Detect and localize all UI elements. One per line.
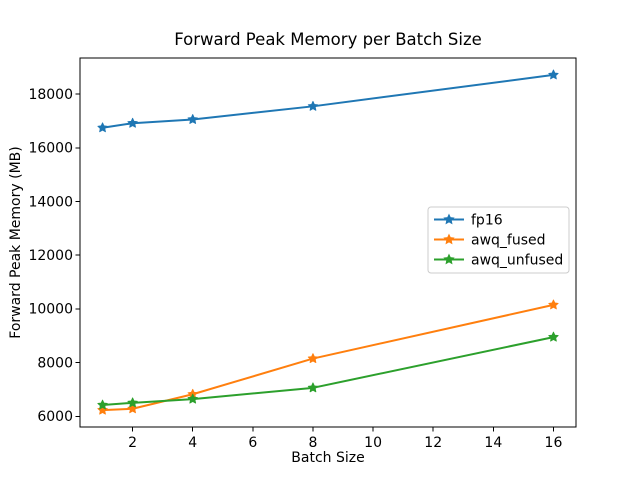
legend-label-awq_unfused: awq_unfused [471,252,563,268]
marker-fp16 [97,122,108,133]
marker-fp16 [548,69,559,80]
marker-awq_fused [548,299,559,310]
y-tick-label: 14000 [28,194,73,210]
marker-awq_fused [97,404,108,415]
x-tick-label: 4 [188,435,197,451]
marker-awq_unfused [307,382,319,393]
y-tick-label: 12000 [28,248,73,264]
x-tick-label: 6 [248,435,257,451]
marker-awq_unfused [548,331,559,342]
marker-fp16 [187,114,198,124]
plot-area: 2 4 6 8 10 12 14 16 6000 8000 10000 12000 14000 16000… [28,57,577,451]
chart-title: Forward Peak Memory per Batch Size [174,30,482,49]
marker-awq_unfused [127,397,138,408]
marker-fp16 [307,100,319,111]
legend-marker-fp16 [443,213,455,225]
legend-marker-awq_fused [443,233,455,245]
y-tick-label: 8000 [37,355,73,371]
marker-awq_unfused [187,393,198,404]
series-line-awq_unfused [101,336,555,406]
x-tick-label: 14 [484,435,502,451]
x-tick-label: 12 [424,435,442,451]
x-axis-label: Batch Size [291,450,364,466]
legend-box [427,206,570,274]
x-tick-label: 2 [128,435,137,451]
y-axis-label: Forward Peak Memory (MB) [8,146,24,338]
x-tick-label: 10 [364,435,382,451]
marker-awq_fused [127,403,138,414]
y-tick-label: 18000 [28,87,73,103]
series-line-awq_fused [101,303,555,412]
marker-awq_fused [307,353,319,364]
y-tick-label: 16000 [28,141,73,157]
series-line-fp16 [101,73,555,129]
marker-awq_unfused [97,399,108,410]
legend-label-awq_fused: awq_fused [471,232,546,248]
legend-marker-awq_unfused [443,253,455,265]
y-tick-label: 10000 [28,302,73,318]
marker-fp16 [127,117,138,128]
x-tick-label: 16 [545,435,563,451]
axes-frame [79,57,577,428]
legend: fp16 awq_fused awq_unfused [427,206,570,274]
y-tick-label: 6000 [37,409,73,425]
legend-label-fp16: fp16 [471,212,503,228]
x-tick-label: 8 [309,435,318,451]
